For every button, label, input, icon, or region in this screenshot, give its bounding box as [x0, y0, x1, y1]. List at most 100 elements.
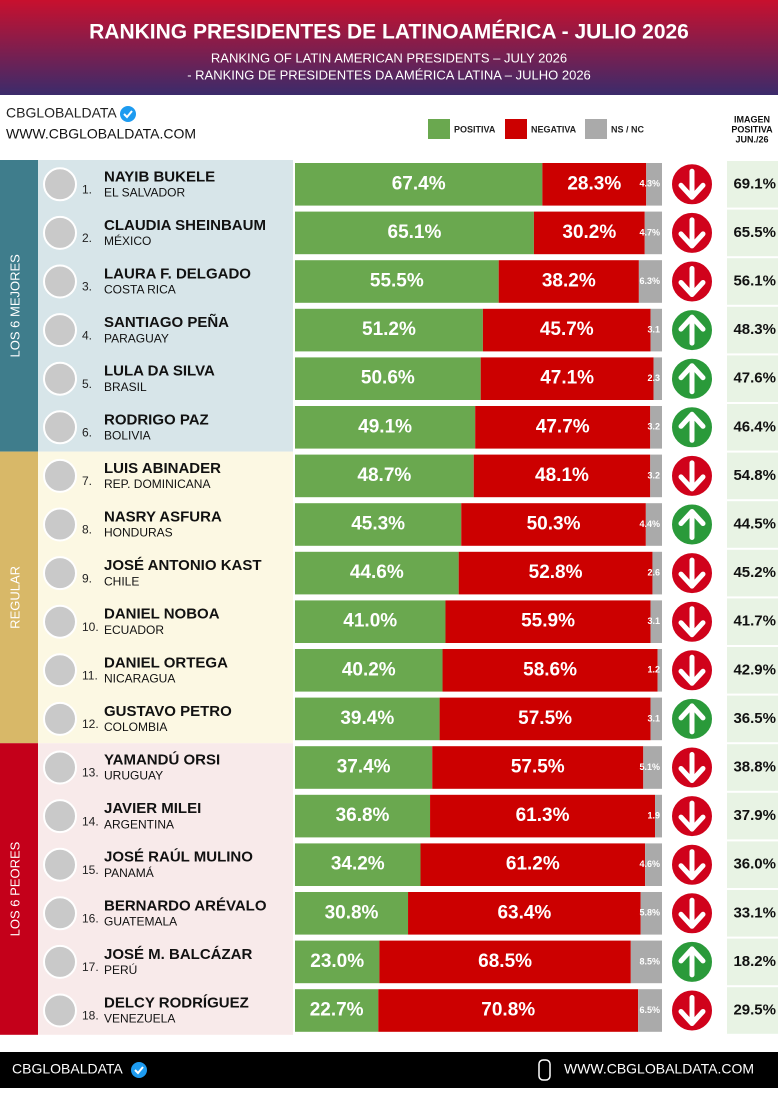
value-label: 48.1%: [535, 465, 589, 486]
value-label: 30.8%: [325, 902, 379, 923]
president-name: DANIEL NOBOA: [104, 606, 220, 623]
bar-segment: [458, 551, 653, 595]
president-name: LAURA F. DELGADO: [104, 265, 251, 282]
previous-value: 54.8%: [733, 467, 776, 484]
rank: 4.: [82, 328, 92, 342]
photo: [43, 556, 77, 591]
bar-segment: [295, 406, 476, 449]
value-label: 2.3: [647, 373, 660, 383]
trend-arrow: [670, 842, 714, 887]
group-band: [0, 160, 38, 452]
photo: [43, 604, 77, 639]
value-label: 3.1: [647, 616, 660, 626]
president-name: RODRIGO PAZ: [104, 411, 209, 428]
value-label: 37.4%: [337, 757, 391, 778]
photo: [43, 264, 77, 299]
bar-segment: [653, 357, 662, 400]
country: EL SALVADOR: [104, 185, 185, 199]
previous-bg: [727, 987, 778, 1034]
bar-segment: [295, 357, 481, 400]
trend-arrow: [670, 794, 714, 839]
footer-url[interactable]: WWW.CBGLOBALDATA.COM: [564, 1061, 754, 1077]
value-label: 50.6%: [361, 368, 415, 389]
rank: 3.: [82, 280, 92, 294]
rank: 11.: [82, 668, 98, 682]
value-label: 47.7%: [536, 416, 590, 437]
bar-segment: [640, 892, 662, 935]
trend-arrow: [670, 745, 714, 790]
value-label: 45.7%: [540, 319, 594, 340]
trend-glyph: [678, 168, 706, 200]
value-label: 39.4%: [340, 708, 394, 729]
trend-arrow: [670, 502, 714, 547]
bar-segment: [630, 940, 662, 984]
photo: [43, 750, 77, 785]
value-label: 47.1%: [540, 368, 594, 389]
previous-value: 45.2%: [733, 564, 776, 581]
legend-swatch: [585, 119, 607, 139]
trend-glyph: [678, 946, 706, 978]
group-band: [0, 743, 38, 1035]
group-label: REGULAR: [7, 566, 22, 629]
value-label: 3.2: [647, 422, 660, 432]
bar-segment: [480, 357, 654, 400]
group-label: LOS 6 MEJORES: [7, 254, 22, 358]
previous-bg: [727, 841, 778, 888]
bar-segment: [295, 454, 474, 498]
country: COSTA RICA: [104, 283, 176, 297]
rank: 14.: [82, 814, 99, 828]
photo: [43, 361, 77, 396]
president-name: LUIS ABINADER: [104, 460, 221, 477]
trend-arrow: [670, 939, 714, 984]
bar-segment: [461, 503, 646, 546]
previous-bg: [727, 258, 778, 305]
bar-segment: [482, 308, 651, 352]
bar-segment: [295, 989, 379, 1032]
president-name: DANIEL ORTEGA: [104, 654, 228, 671]
trend-arrow: [670, 453, 714, 498]
verified-icon: [120, 106, 136, 122]
value-label: 48.7%: [357, 465, 411, 486]
trend-glyph: [678, 995, 706, 1026]
bar-segment: [646, 163, 662, 206]
previous-bg: [727, 209, 778, 257]
group-band: [0, 451, 38, 744]
value-label: 68.5%: [478, 951, 532, 972]
previous-value: 36.0%: [733, 856, 776, 873]
bar-segment: [475, 406, 651, 449]
trend-glyph: [678, 703, 706, 735]
rank: 7.: [82, 474, 92, 488]
trend-arrow: [670, 696, 714, 741]
value-label: 5.1%: [639, 762, 660, 772]
bar-segment: [295, 551, 459, 595]
bar-segment: [442, 649, 658, 692]
bar-segment: [378, 989, 639, 1032]
bar-segment: [473, 454, 651, 498]
bar-segment: [498, 260, 639, 303]
country: VENEZUELA: [104, 1012, 175, 1026]
previous-value: 33.1%: [733, 904, 776, 921]
value-label: 44.6%: [350, 562, 404, 583]
trend-glyph: [678, 460, 706, 492]
previous-value: 47.6%: [733, 370, 776, 387]
title: RANKING PRESIDENTES DE LATINOAMÉRICA - J…: [89, 21, 689, 44]
bar-segment: [432, 746, 644, 789]
trend-glyph: [678, 217, 706, 249]
value-label: 23.0%: [310, 951, 364, 972]
country: BOLIVIA: [104, 428, 151, 442]
rank: 1.: [82, 182, 92, 196]
country: PANAMÁ: [104, 865, 154, 880]
value-label: 6.5%: [639, 1005, 660, 1015]
previous-bg: [727, 890, 778, 937]
country: PARAGUAY: [104, 331, 169, 345]
bar-segment: [295, 503, 462, 546]
rank: 15.: [82, 863, 99, 877]
president-name: CLAUDIA SHEINBAUM: [104, 217, 266, 234]
photo: [43, 896, 77, 931]
bar-segment: [652, 551, 662, 595]
previous-value: 41.7%: [733, 613, 776, 630]
value-label: 70.8%: [481, 1000, 535, 1021]
brand-url: WWW.CBGLOBALDATA.COM: [6, 126, 196, 142]
president-name: JOSÉ ANTONIO KAST: [104, 557, 262, 574]
bar-segment: [295, 308, 483, 352]
